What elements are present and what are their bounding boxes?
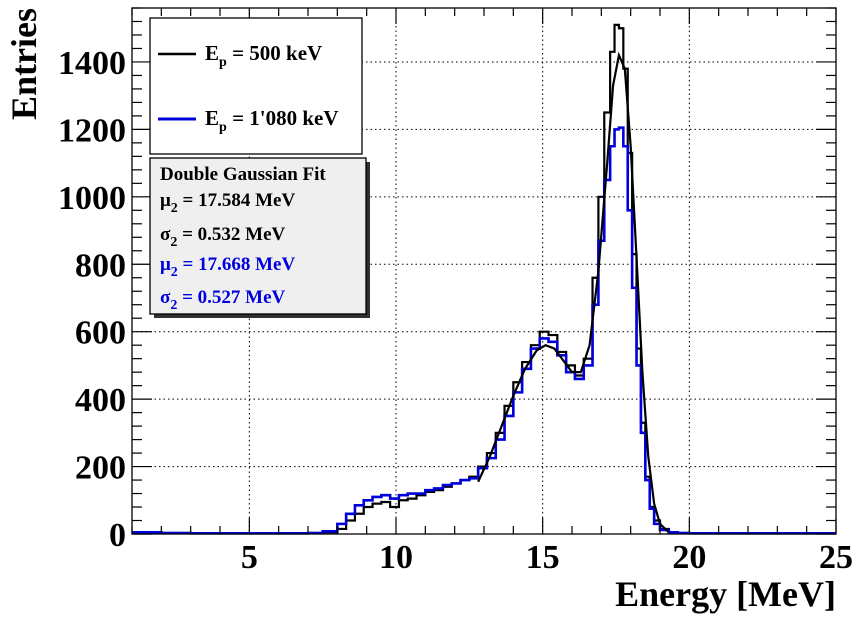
x-tick-label-0: 5 (241, 539, 258, 576)
fit-layer (477, 51, 670, 534)
y-tick-label-3: 600 (75, 315, 126, 352)
fit-curve (477, 51, 670, 534)
stats-title: Double Gaussian Fit (160, 164, 326, 185)
stats-mu2-500kev: μ2 = 17.584 MeV (160, 190, 295, 216)
stats-mu2-1080kev: μ2 = 17.668 MeV (160, 254, 295, 280)
legend-label-500kev: Ep = 500 keV (205, 41, 322, 70)
legend-box (149, 17, 363, 155)
y-axis-title: Entries (4, 8, 44, 120)
stats-sigma2-1080kev: σ2 = 0.527 MeV (160, 287, 286, 313)
stats-panel (149, 157, 367, 315)
y-tick-label-1: 200 (75, 450, 126, 487)
y-tick-label-6: 1200 (58, 112, 126, 149)
stats-sigma2-500kev: σ2 = 0.532 MeV (160, 224, 286, 250)
y-tick-label-5: 1000 (58, 180, 126, 217)
x-tick-label-3: 20 (672, 539, 706, 576)
series-1 (132, 126, 836, 535)
fit-stats-box: Double Gaussian Fit μ2 = 17.584 MeV σ2 =… (149, 157, 370, 318)
series-line-0 (132, 23, 836, 535)
legend: Ep = 500 keV Ep = 1'080 keV (149, 17, 363, 155)
x-tick-label-2: 15 (526, 539, 560, 576)
axis-tick-labels: 5 10 15 20 25 0 200 400 600 800 1000 1200 1400 (58, 45, 853, 576)
y-tick-label-7: 1400 (58, 45, 126, 82)
x-tick-label-4: 25 (819, 539, 853, 576)
axis-ticks (131, 7, 837, 535)
legend-label-1080kev: Ep = 1'080 keV (205, 106, 339, 135)
y-tick-label-0: 0 (109, 517, 126, 554)
x-tick-label-1: 10 (379, 539, 413, 576)
y-tick-label-4: 800 (75, 247, 126, 284)
x-axis-title: Energy [MeV] (615, 574, 836, 614)
series-0 (132, 23, 836, 535)
series-layer (132, 23, 836, 535)
y-tick-label-2: 400 (75, 382, 126, 419)
series-line-1 (132, 126, 836, 535)
